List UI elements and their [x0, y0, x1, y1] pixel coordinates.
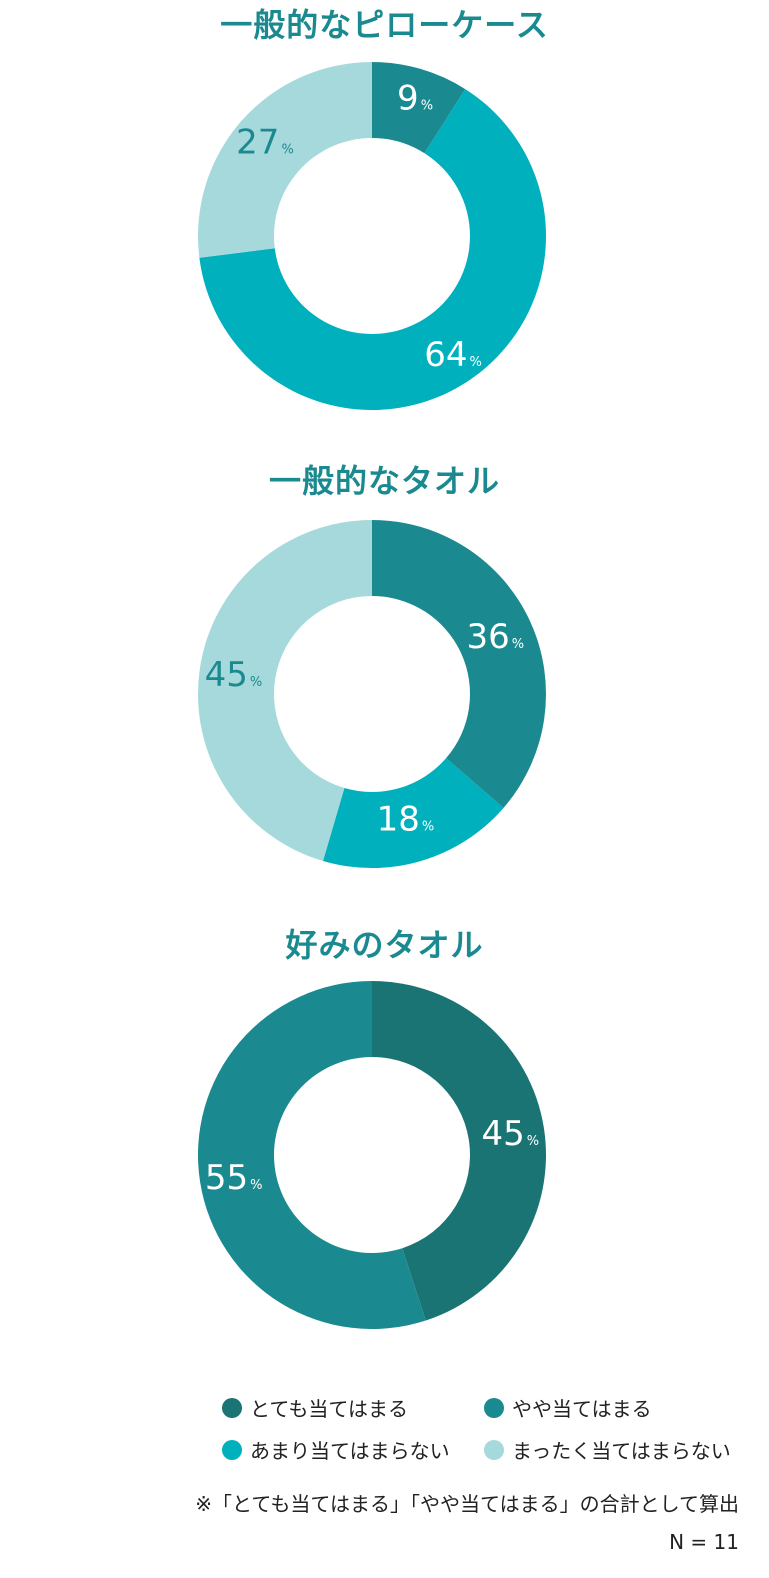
chart-title-pillowcase: 一般的なピローケース	[220, 6, 549, 44]
legend-dot-amari	[222, 1439, 242, 1460]
slice-value-label: 55%	[205, 1158, 263, 1198]
slice-value-label: 9%	[397, 79, 433, 119]
donut-slice	[372, 520, 546, 808]
donut-slice	[372, 62, 466, 154]
donut-slice	[197, 62, 372, 258]
chart-title-general-towel: 一般的なタオル	[268, 462, 500, 500]
legend-label-amari: あまり当てはまらない	[250, 1439, 450, 1463]
legend-item-yaya: やや当てはまる	[484, 1393, 652, 1422]
slice-value-label: 64%	[424, 335, 482, 375]
slice-value-label: 45%	[481, 1114, 539, 1154]
legend-item-mattaku: まったく当てはまらない	[484, 1435, 731, 1464]
chart-title-favorite-towel: 好みのタオル	[285, 926, 484, 964]
legend-dot-mattaku	[484, 1439, 504, 1460]
donut-chart-pillowcase: 9 % 64 % 27%	[197, 62, 546, 410]
sample-size: N = 11	[669, 1530, 739, 1554]
legend-item-amari: あまり当てはまらない	[222, 1435, 450, 1464]
donut-slice	[199, 89, 546, 410]
legend-label-totemo: とても当てはまる	[250, 1397, 408, 1421]
slice-value-label: 27%	[236, 122, 294, 162]
slice-value-label: 18%	[377, 799, 435, 839]
donut-slice	[372, 981, 546, 1321]
slice-value-label: 45%	[205, 655, 263, 695]
legend-dot-yaya	[484, 1397, 504, 1418]
donut-slice	[197, 981, 426, 1329]
footnote: ※「とても当てはまる」「やや当てはまる」の合計として算出	[195, 1492, 739, 1516]
slice-value-label: 36%	[467, 617, 525, 657]
legend-item-totemo: とても当てはまる	[222, 1393, 408, 1422]
donut-chart-general-towel: 36 % 18 % 45%	[198, 520, 546, 868]
legend-dot-totemo	[222, 1397, 242, 1418]
donut-chart-favorite-towel: 45 % 55%	[197, 981, 546, 1329]
legend-label-yaya: やや当てはまる	[512, 1397, 652, 1421]
legend-label-mattaku: まったく当てはまらない	[512, 1439, 731, 1463]
donut-slice	[322, 758, 504, 868]
donut-slice	[198, 520, 372, 861]
